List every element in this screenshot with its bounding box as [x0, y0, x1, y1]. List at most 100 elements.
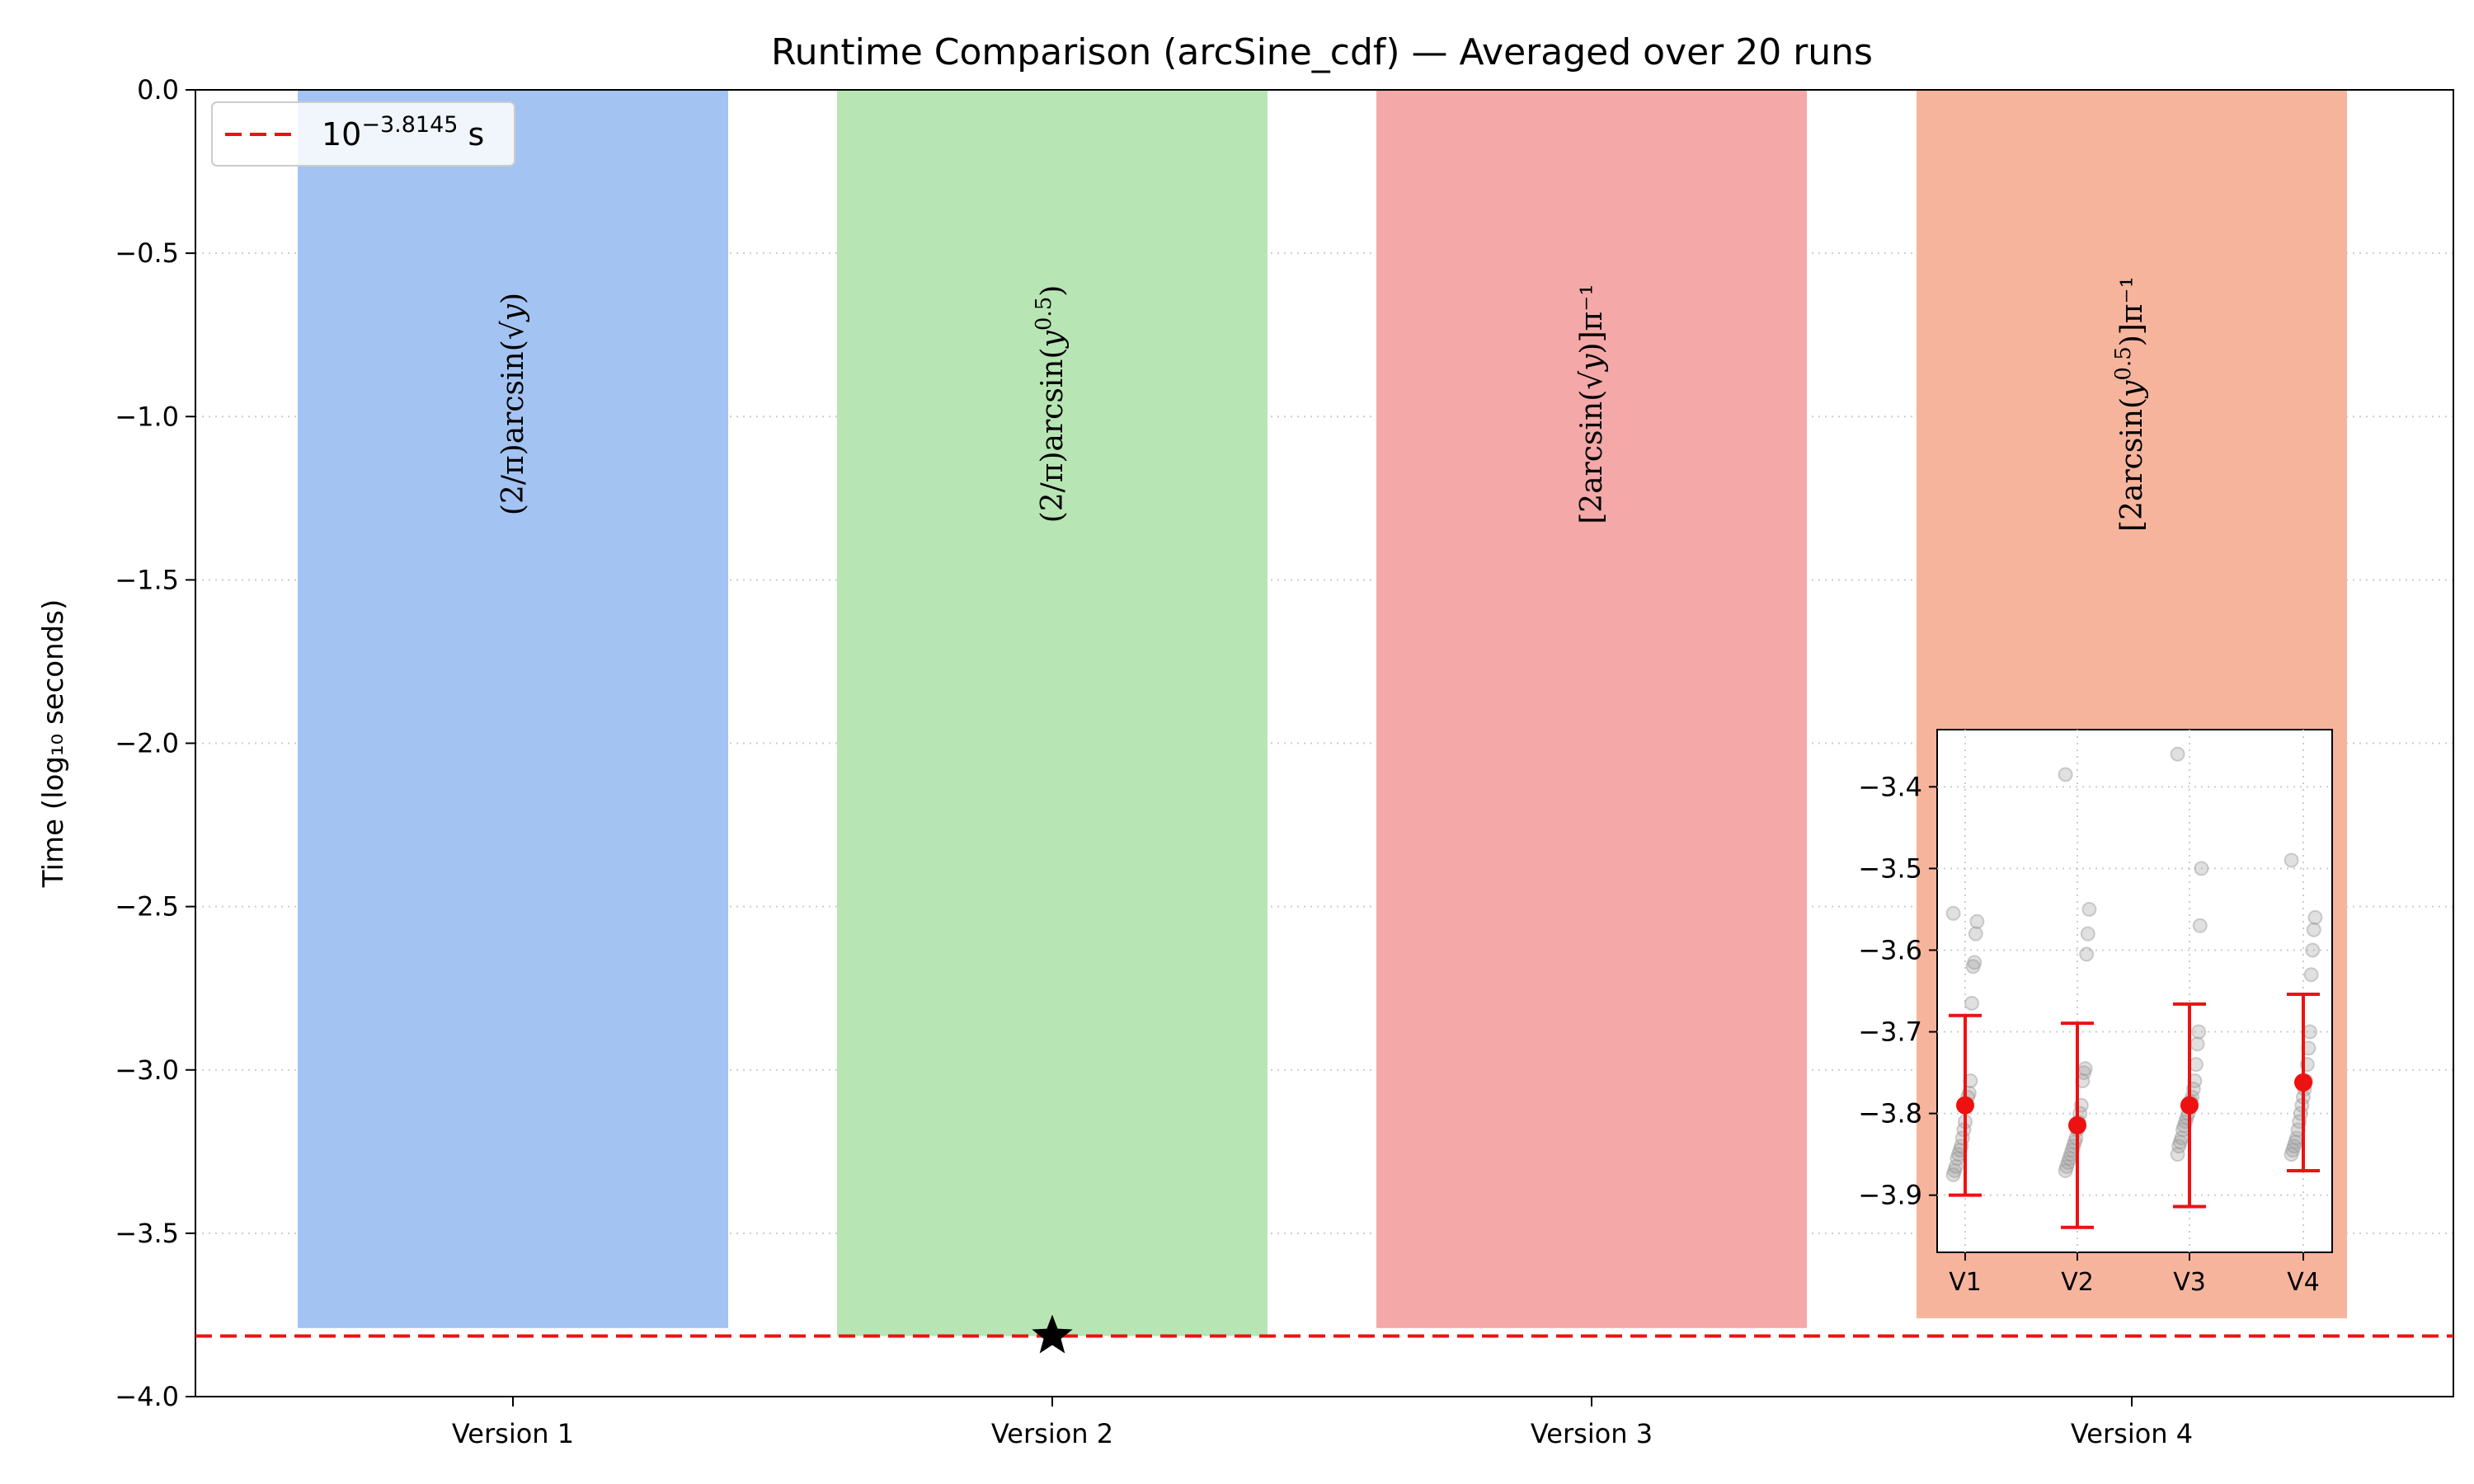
y-axis-label: Time (log₁₀ seconds)	[37, 599, 70, 888]
y-axis-ticks: 0.0 −0.5 −1.0 −1.5 −2.0 −2.5 −3.0 −3.5 −4.0	[115, 74, 195, 1412]
y-tick-label: 0.0	[137, 74, 179, 106]
inset-y-tick-label: −3.4	[1858, 771, 1922, 802]
inset-run-point	[1965, 959, 1981, 974]
inset-run-point	[2171, 1139, 2187, 1154]
formula-variable: y	[2115, 380, 2149, 399]
inset-run-point	[2307, 909, 2323, 925]
inset-run-point	[1969, 913, 1985, 929]
inset-run-point	[1968, 926, 1983, 942]
x-tick-label: Version 2	[991, 1418, 1113, 1449]
formula-part: )	[496, 293, 530, 304]
legend: 10−3.8145 s	[211, 101, 515, 167]
inset-run-point	[2079, 946, 2095, 962]
inset-run-point	[2058, 1162, 2073, 1178]
inset-run-points	[1945, 746, 2323, 1182]
y-tick-label: −0.5	[115, 237, 179, 269]
inset-run-point	[2192, 918, 2208, 933]
chart-title: Runtime Comparison (arcSine_cdf) — Avera…	[771, 31, 1873, 73]
inset-run-point	[1945, 905, 1961, 921]
inset-run-point	[2284, 1147, 2299, 1162]
inset-mean-marker	[1956, 1096, 1974, 1115]
inset-x-tick-label: V2	[2061, 1268, 2094, 1297]
legend-unit: s	[468, 116, 484, 153]
formula-part: (2/π)arcsin(	[1036, 347, 1070, 523]
inset-y-tick-label: −3.8	[1858, 1098, 1922, 1129]
x-tick-label: Version 1	[452, 1418, 574, 1449]
inset-run-point	[1948, 1158, 1964, 1174]
inset-run-point	[2172, 1134, 2188, 1150]
formula-variable: y	[496, 303, 530, 322]
inset-run-point	[2170, 1147, 2185, 1162]
formula-part: )]π⁻¹	[1575, 284, 1609, 354]
inset-y-tick-label: −3.5	[1858, 852, 1922, 884]
formula-variable: y	[1575, 354, 1609, 373]
inset-run-point	[1945, 1167, 1961, 1182]
bar-version-2	[837, 90, 1268, 1336]
inset-run-point	[2081, 901, 2097, 917]
inset-run-point	[2058, 767, 2073, 782]
inset-run-point	[2189, 1036, 2205, 1052]
y-tick-label: −2.0	[115, 728, 179, 759]
inset-mean-marker	[2068, 1115, 2086, 1134]
best-version-star	[1032, 1314, 1073, 1354]
bar-version-3	[1376, 90, 1807, 1328]
bar-formula: [2arcsin(√y)]π⁻¹	[1575, 284, 1609, 524]
inset-run-point	[2191, 1024, 2207, 1040]
inset-y-ticks: −3.4 −3.5 −3.6 −3.7 −3.8 −3.9	[1858, 771, 1937, 1211]
star-icon	[1032, 1314, 1073, 1354]
formula-exponent: 0.5	[1032, 297, 1056, 331]
inset-chart: −3.4 −3.5 −3.6 −3.7 −3.8 −3.9 V1 V2 V3 V4	[1858, 729, 2333, 1297]
formula-part: )	[1036, 285, 1070, 297]
bar-formula: (2/π)arcsin(√y)	[496, 293, 530, 515]
bars	[298, 90, 2347, 1336]
inset-run-point	[2080, 926, 2095, 942]
y-tick-label: −3.5	[115, 1218, 179, 1249]
inset-run-point	[2194, 861, 2209, 876]
bar-formula: (2/π)arcsin(y0.5)	[1032, 285, 1070, 524]
legend-box	[211, 101, 515, 167]
x-tick-label: Version 3	[1531, 1418, 1653, 1449]
y-tick-label: −1.5	[115, 564, 179, 595]
inset-run-point	[2306, 922, 2321, 937]
formula-part: [2arcsin(	[2115, 397, 2149, 532]
inset-run-point	[2285, 1143, 2301, 1158]
formula-variable: y	[1036, 330, 1070, 349]
inset-y-tick-label: −3.9	[1858, 1180, 1922, 1211]
legend-label: 10−3.8145 s	[322, 112, 484, 153]
y-tick-label: −1.0	[115, 401, 179, 432]
inset-run-point	[2060, 1155, 2076, 1171]
inset-y-tick-label: −3.6	[1858, 934, 1922, 965]
x-axis-ticks: Version 1 Version 2 Version 3 Version 4	[452, 1397, 2193, 1449]
formula-part: )]π⁻¹	[2115, 276, 2149, 346]
legend-base: 10	[322, 116, 361, 153]
inset-run-point	[2286, 1139, 2302, 1154]
inset-run-point	[2189, 1057, 2204, 1073]
x-tick-label: Version 4	[2071, 1418, 2193, 1449]
inset-x-ticks: V1 V2 V3 V4	[1949, 1252, 2320, 1297]
y-tick-label: −2.5	[115, 891, 179, 923]
legend-exponent: −3.8145	[361, 112, 458, 138]
inset-run-point	[1947, 1162, 1963, 1178]
inset-run-point	[2284, 852, 2299, 868]
inset-run-point	[2305, 942, 2321, 958]
bar-version-1	[298, 90, 728, 1328]
inset-x-tick-label: V4	[2287, 1268, 2320, 1297]
bar-formula: [2arcsin(y0.5)]π⁻¹	[2111, 276, 2149, 532]
y-tick-label: −4.0	[115, 1381, 179, 1412]
bar-formula-labels: (2/π)arcsin(√y)(2/π)arcsin(y0.5)[2arcsin…	[496, 276, 2149, 532]
inset-run-point	[1967, 955, 1982, 970]
inset-run-point	[2302, 1024, 2317, 1040]
y-tick-label: −3.0	[115, 1054, 179, 1086]
formula-part: [2arcsin(√	[1575, 371, 1609, 524]
inset-run-point	[2303, 967, 2319, 983]
formula-exponent: 0.5	[2111, 346, 2136, 380]
inset-mean-marker	[2180, 1096, 2199, 1115]
inset-mean-marker	[2294, 1073, 2312, 1092]
inset-run-point	[1964, 995, 1979, 1011]
inset-x-tick-label: V3	[2173, 1268, 2206, 1297]
inset-y-tick-label: −3.7	[1858, 1017, 1922, 1048]
inset-run-point	[2170, 746, 2185, 762]
inset-x-tick-label: V1	[1949, 1268, 1982, 1297]
inset-error-bars	[1949, 992, 2320, 1229]
